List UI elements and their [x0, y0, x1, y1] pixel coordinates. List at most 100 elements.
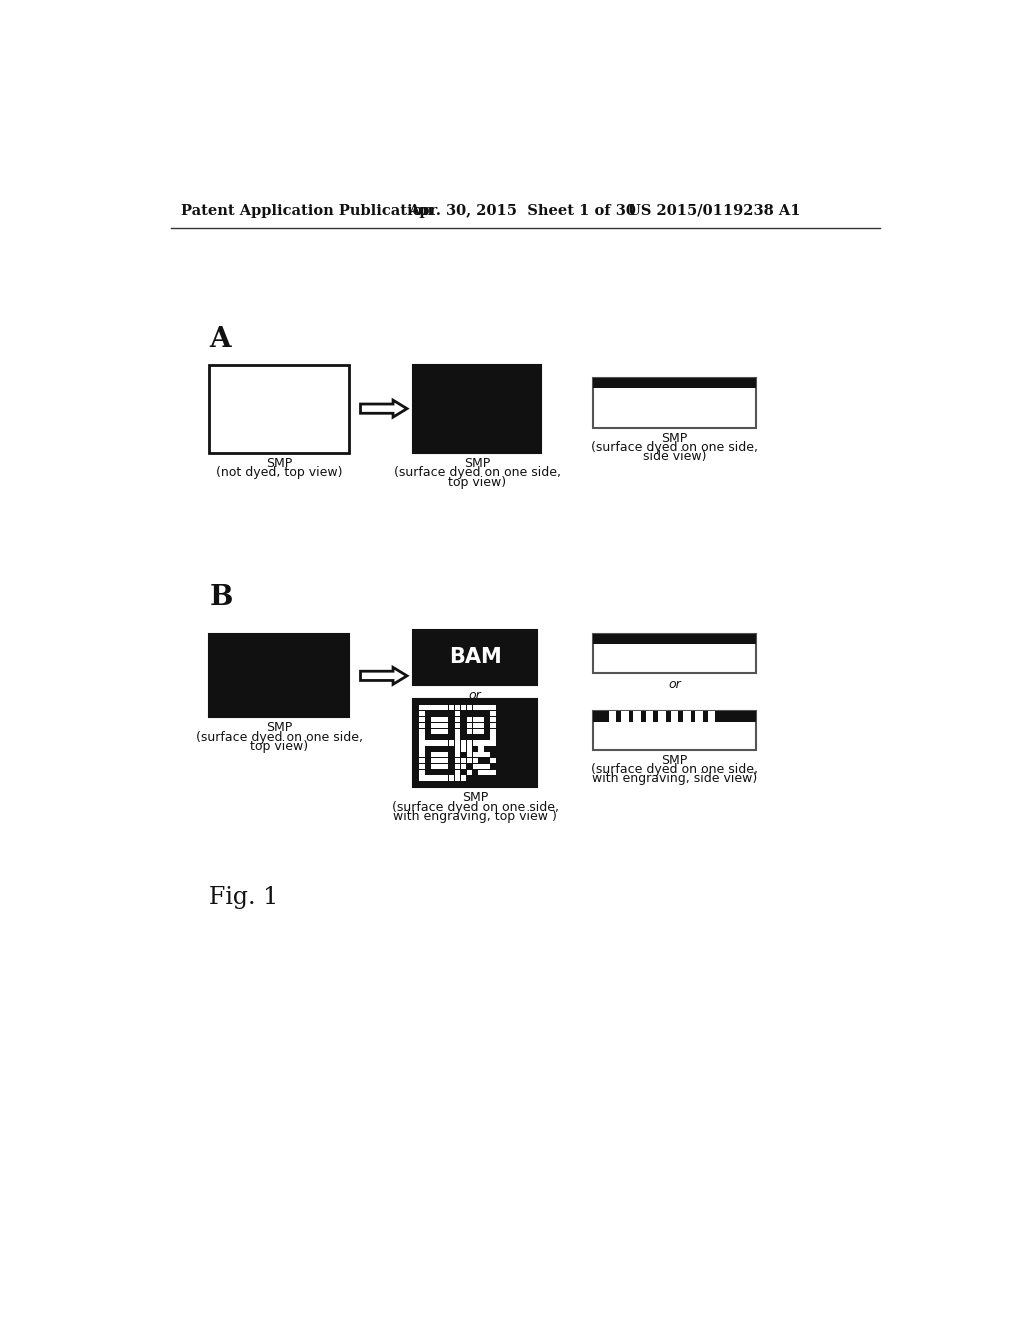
Bar [420, 764, 425, 770]
Bar [593, 378, 756, 388]
Text: (surface dyed on one side,: (surface dyed on one side, [196, 730, 362, 743]
Bar [593, 635, 756, 673]
Bar [593, 378, 756, 428]
Bar [472, 705, 478, 710]
Bar [437, 729, 442, 734]
Bar [608, 711, 616, 722]
Bar [683, 711, 690, 722]
Bar [420, 717, 425, 722]
Bar [461, 758, 466, 763]
Bar [420, 775, 425, 781]
Text: (surface dyed on one side,: (surface dyed on one side, [393, 466, 560, 479]
Bar [209, 635, 349, 718]
Text: SMP: SMP [266, 457, 292, 470]
Bar [431, 722, 436, 729]
Text: side view): side view) [643, 450, 707, 463]
Bar [467, 770, 472, 775]
Bar [593, 711, 756, 722]
Polygon shape [360, 668, 407, 684]
Bar [437, 758, 442, 763]
Bar [484, 770, 489, 775]
Bar [461, 775, 466, 781]
Bar [671, 711, 678, 722]
Bar [420, 722, 425, 729]
Bar [478, 770, 484, 775]
Bar [461, 705, 466, 710]
Bar [443, 717, 449, 722]
Bar [437, 764, 442, 770]
Bar [431, 717, 436, 722]
Bar [455, 711, 460, 717]
Bar [490, 741, 496, 746]
Bar [490, 758, 496, 763]
Bar [437, 717, 442, 722]
Bar [621, 711, 629, 722]
Text: top view): top view) [449, 475, 506, 488]
Bar [437, 722, 442, 729]
Bar [455, 734, 460, 739]
Bar [443, 729, 449, 734]
Bar [443, 758, 449, 763]
Bar [431, 758, 436, 763]
Bar [431, 752, 436, 758]
Bar [658, 711, 666, 722]
Bar [472, 722, 478, 729]
Bar [431, 705, 436, 710]
Text: SMP: SMP [462, 792, 488, 804]
Bar [414, 364, 541, 453]
Bar [443, 722, 449, 729]
Bar [455, 752, 460, 758]
Text: top view): top view) [250, 739, 308, 752]
Bar [449, 705, 455, 710]
Bar [490, 722, 496, 729]
Text: or: or [668, 677, 681, 690]
Bar [467, 705, 472, 710]
Bar [490, 729, 496, 734]
Bar [414, 630, 538, 685]
Bar [478, 705, 484, 710]
Bar [490, 711, 496, 717]
Bar [425, 741, 431, 746]
Bar [467, 746, 472, 751]
Bar [484, 705, 489, 710]
Text: BAM: BAM [449, 647, 502, 668]
Bar [484, 764, 489, 770]
Text: SMP: SMP [266, 721, 292, 734]
Bar [708, 711, 716, 722]
Bar [478, 717, 484, 722]
Text: Patent Application Publication: Patent Application Publication [180, 203, 433, 218]
Bar [490, 717, 496, 722]
Bar [420, 734, 425, 739]
Bar [467, 722, 472, 729]
Bar [449, 741, 455, 746]
Bar [443, 775, 449, 781]
Bar [455, 729, 460, 734]
Bar [443, 705, 449, 710]
Bar [593, 635, 756, 644]
Bar [467, 758, 472, 763]
Bar [437, 752, 442, 758]
Bar [695, 711, 703, 722]
Bar [437, 775, 442, 781]
Bar [420, 752, 425, 758]
Bar [431, 741, 436, 746]
Bar [467, 729, 472, 734]
Text: (not dyed, top view): (not dyed, top view) [216, 466, 342, 479]
Bar [443, 752, 449, 758]
Text: (surface dyed on one side,: (surface dyed on one side, [392, 801, 559, 813]
Text: with engraving, top view ): with engraving, top view ) [393, 810, 557, 822]
Bar [455, 746, 460, 751]
Bar [461, 746, 466, 751]
Bar [633, 711, 641, 722]
Bar [455, 758, 460, 763]
Bar [414, 700, 538, 788]
Bar [484, 741, 489, 746]
Bar [455, 717, 460, 722]
Bar [467, 752, 472, 758]
Bar [420, 741, 425, 746]
Bar [455, 722, 460, 729]
Bar [425, 775, 431, 781]
Bar [443, 764, 449, 770]
Bar [437, 705, 442, 710]
Bar [646, 711, 653, 722]
